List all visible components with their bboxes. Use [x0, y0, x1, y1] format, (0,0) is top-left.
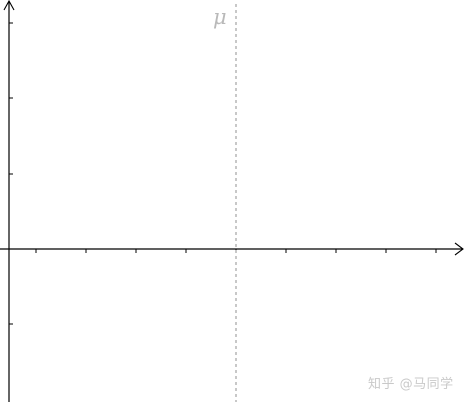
- mean-label: μ: [213, 5, 227, 29]
- x-axis-arrowhead: [454, 242, 464, 256]
- y-tick-group: [9, 22, 13, 325]
- y-axis-arrowhead: [3, 0, 15, 11]
- watermark-text: 知乎 @马同学: [368, 377, 454, 392]
